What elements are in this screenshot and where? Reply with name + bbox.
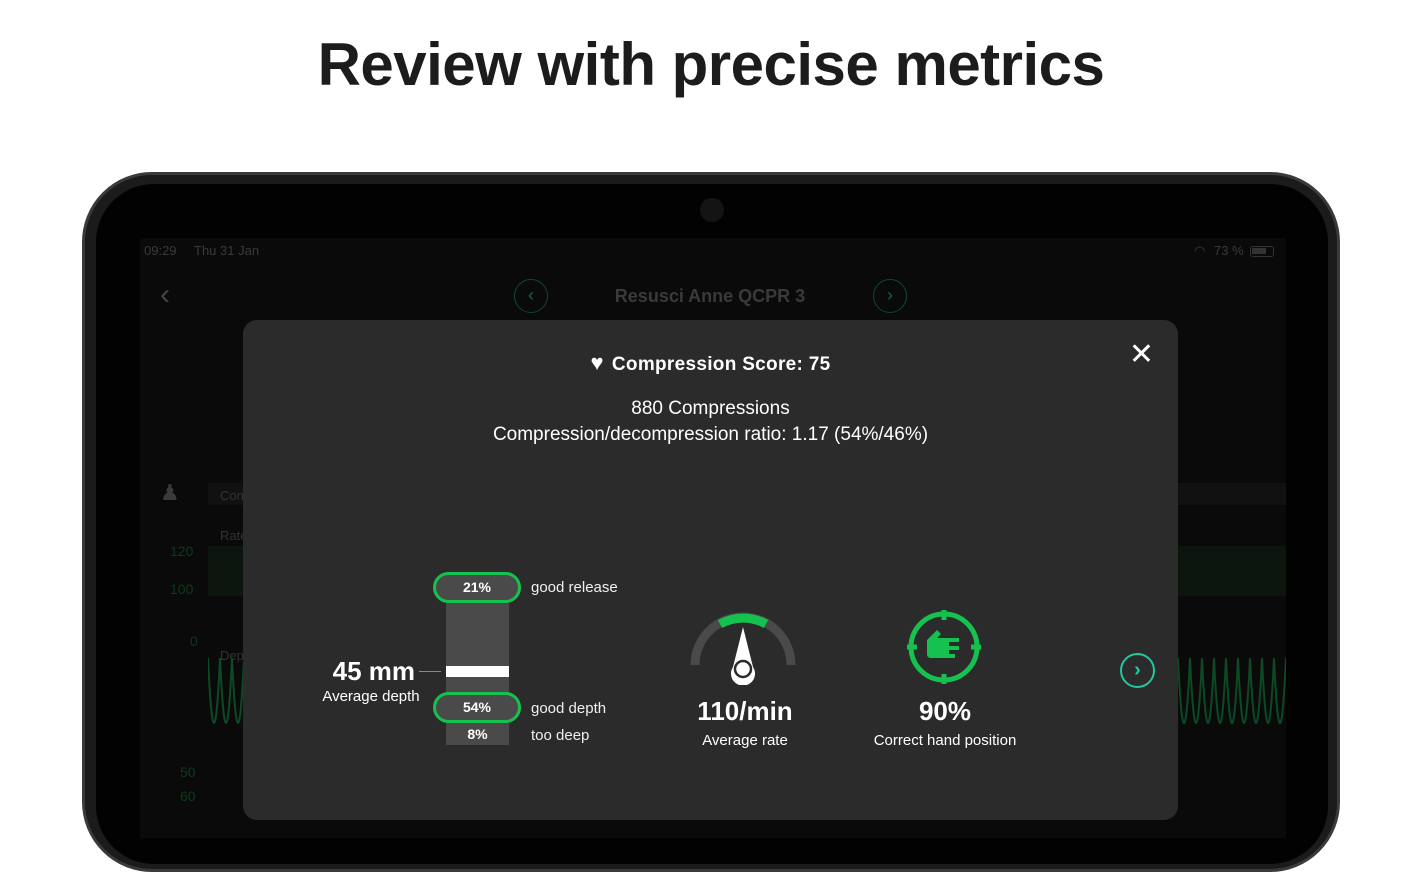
app-title: Resusci Anne QCPR 3: [614, 286, 806, 306]
depth-leader-line: [419, 671, 441, 672]
status-date: Thu 31 Jan: [194, 243, 260, 258]
score-label: Compression Score: 75: [611, 354, 831, 375]
axis-label: 0: [190, 633, 198, 649]
avg-rate-value: 110/min: [697, 696, 793, 726]
hand-position-value: 90%: [918, 696, 972, 726]
battery-icon: [1250, 246, 1274, 257]
depth-marker: [446, 666, 509, 677]
headline: Review with precise metrics: [317, 31, 1105, 98]
status-time: 09:29: [144, 243, 177, 258]
score-header: ♥ Compression Score: 75: [243, 350, 1178, 376]
release-pill: 21%: [433, 572, 521, 603]
compression-score-modal: ♥ Compression Score: 75 ✕ 880 Compression…: [243, 320, 1178, 820]
prev-button[interactable]: ‹: [514, 279, 548, 313]
close-icon[interactable]: ✕: [1128, 338, 1154, 371]
hand-position-label: Correct hand position: [873, 732, 1017, 749]
avg-depth-value: 45 mm: [332, 656, 415, 686]
axis-label: 50: [180, 764, 196, 780]
next-session-button[interactable]: ›: [873, 279, 907, 313]
wifi-icon: ◠: [1194, 243, 1206, 258]
compressions-count: 880 Compressions: [631, 398, 790, 419]
camera: [700, 198, 724, 222]
row-label: Rate: [220, 528, 248, 543]
good-depth-label: good depth: [531, 700, 607, 717]
compression-ratio: Compression/decompression ratio: 1.17 (5…: [492, 424, 929, 445]
cpr-icon: ♟: [160, 480, 180, 505]
battery-text: 73 %: [1214, 243, 1244, 258]
axis-label: 120: [170, 543, 194, 559]
row-label: Dep: [220, 648, 244, 663]
depth-waveform: [208, 657, 1286, 724]
back-icon[interactable]: ‹: [160, 278, 170, 311]
too-deep-label: too deep: [531, 727, 590, 744]
hand-target-icon: [907, 610, 981, 684]
next-page-button[interactable]: ›: [1120, 653, 1155, 688]
row-label: Con: [220, 488, 244, 503]
too-deep-pct: 8%: [467, 726, 488, 742]
good-depth-pill: 54%: [433, 692, 521, 723]
rate-gauge-icon: [690, 612, 796, 685]
release-label: good release: [531, 579, 618, 596]
heart-icon: ♥: [590, 350, 604, 375]
avg-rate-label: Average rate: [702, 732, 788, 749]
axis-label: 100: [170, 581, 194, 597]
avg-depth-label: Average depth: [322, 688, 420, 705]
axis-label: 60: [180, 788, 196, 804]
